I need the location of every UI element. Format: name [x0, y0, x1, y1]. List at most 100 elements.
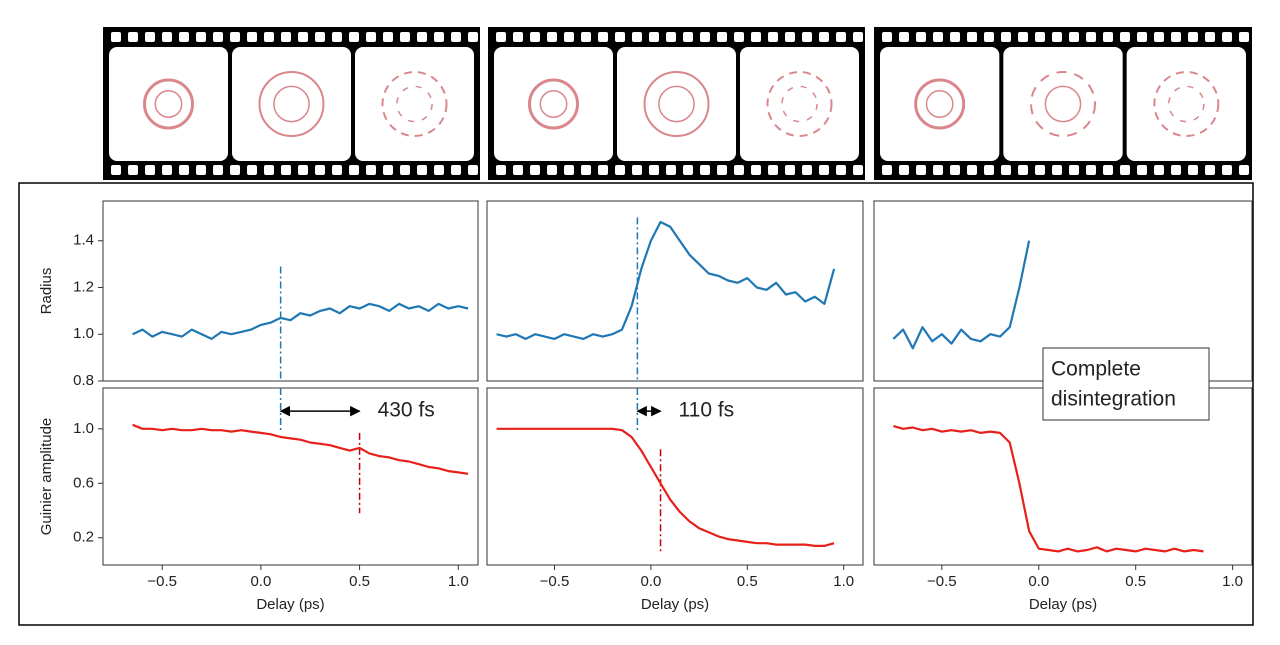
- callout-text: Complete: [1051, 358, 1141, 381]
- film-hole: [882, 32, 892, 42]
- film-hole: [400, 165, 410, 175]
- film-hole: [179, 165, 189, 175]
- y-tick-label: 1.2: [73, 278, 94, 295]
- film-hole: [213, 32, 223, 42]
- film-hole: [162, 32, 172, 42]
- film-hole: [819, 32, 829, 42]
- film-frame: [880, 47, 1000, 161]
- film-hole: [1120, 32, 1130, 42]
- film-hole: [547, 32, 557, 42]
- data-line: [496, 220, 836, 340]
- molecule: [643, 71, 710, 137]
- film-hole: [649, 32, 659, 42]
- film-hole: [247, 32, 257, 42]
- film-hole: [882, 165, 892, 175]
- film-hole: [1154, 165, 1164, 175]
- film-hole: [417, 32, 427, 42]
- film-hole: [383, 32, 393, 42]
- film-hole: [1171, 32, 1181, 42]
- film-hole: [933, 32, 943, 42]
- x-axis-label: Delay (ps): [256, 596, 324, 613]
- film-hole: [162, 165, 172, 175]
- molecule: [914, 78, 966, 130]
- x-axis-label: Delay (ps): [1029, 596, 1097, 613]
- film-hole: [802, 165, 812, 175]
- film-hole: [1103, 165, 1113, 175]
- film-hole: [196, 32, 206, 42]
- film-hole: [1069, 32, 1079, 42]
- film-hole: [213, 165, 223, 175]
- film-hole: [598, 32, 608, 42]
- x-tick-label: 0.5: [737, 573, 758, 590]
- molecule: [781, 85, 818, 123]
- film-hole: [513, 165, 523, 175]
- film-hole: [1205, 32, 1215, 42]
- film-strips: [103, 27, 1252, 180]
- film-hole: [451, 32, 461, 42]
- film-hole: [281, 165, 291, 175]
- film-hole: [145, 165, 155, 175]
- film-hole: [179, 32, 189, 42]
- data-line: [496, 427, 835, 547]
- film-hole: [683, 32, 693, 42]
- molecule: [154, 90, 183, 118]
- film-frame: [494, 47, 613, 161]
- film-frame: [617, 47, 736, 161]
- molecule: [1153, 71, 1220, 137]
- film-hole: [1018, 165, 1028, 175]
- x-tick-label: −0.5: [147, 573, 177, 590]
- film-hole: [853, 165, 863, 175]
- film-hole: [933, 165, 943, 175]
- film-hole: [632, 165, 642, 175]
- film-hole: [785, 32, 795, 42]
- film-hole: [468, 165, 478, 175]
- callout-box: [1042, 347, 1210, 421]
- x-tick-label: −0.5: [927, 573, 957, 590]
- film-hole: [128, 32, 138, 42]
- film-frame: [109, 47, 228, 161]
- molecule: [396, 85, 433, 123]
- film-hole: [1137, 165, 1147, 175]
- x-tick-label: −0.5: [540, 573, 570, 590]
- film-hole: [1120, 165, 1130, 175]
- film-frame: [355, 47, 474, 161]
- film-hole: [1001, 165, 1011, 175]
- film-hole: [717, 165, 727, 175]
- film-hole: [111, 32, 121, 42]
- film-hole: [899, 165, 909, 175]
- film-hole: [1086, 32, 1096, 42]
- panel-frame: [486, 200, 864, 382]
- film-hole: [513, 32, 523, 42]
- film-hole: [332, 32, 342, 42]
- film-hole: [967, 32, 977, 42]
- film-hole: [598, 165, 608, 175]
- molecule: [766, 71, 833, 137]
- film-hole: [1069, 165, 1079, 175]
- film-frame: [740, 47, 859, 161]
- molecule: [258, 71, 325, 137]
- film-hole: [247, 165, 257, 175]
- film-hole: [1205, 165, 1215, 175]
- molecule: [658, 85, 695, 123]
- film-hole: [700, 165, 710, 175]
- x-tick-label: 0.5: [349, 573, 370, 590]
- figure-frame: [18, 182, 1254, 626]
- x-tick-label: 0.5: [1125, 573, 1146, 590]
- film-hole: [496, 165, 506, 175]
- data-line: [892, 240, 1031, 350]
- film-hole: [1222, 165, 1232, 175]
- film-hole: [564, 165, 574, 175]
- data-line: [893, 425, 1204, 553]
- film-hole: [349, 32, 359, 42]
- x-axis-label: Delay (ps): [641, 596, 709, 613]
- y-tick-label: 1.4: [73, 232, 94, 249]
- film-hole: [1154, 32, 1164, 42]
- film-hole: [916, 165, 926, 175]
- y-tick-label: 0.8: [73, 372, 94, 389]
- film-hole: [632, 32, 642, 42]
- interval-label: 110 fs: [679, 399, 735, 422]
- molecule: [381, 71, 448, 137]
- callout-text: disintegration: [1051, 388, 1176, 411]
- film-hole: [802, 32, 812, 42]
- film-hole: [899, 32, 909, 42]
